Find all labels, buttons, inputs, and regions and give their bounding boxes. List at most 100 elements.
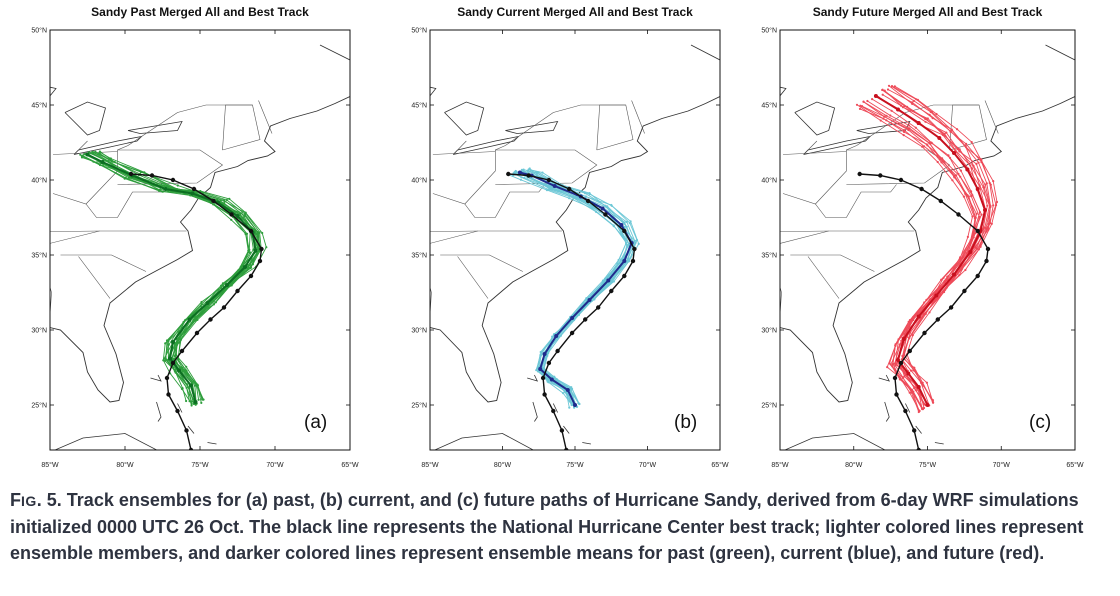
lon-tick-label: 80°W (494, 461, 512, 469)
best-track-point (919, 186, 924, 192)
ensemble-member-point (859, 104, 862, 107)
ensemble-member-point (970, 141, 973, 144)
panel-3: Sandy Future Merged All and Best Track 50… (761, 5, 1084, 469)
state-border (782, 145, 857, 205)
best-track-point (898, 177, 904, 183)
best-track-point (567, 186, 572, 192)
island-outline (878, 374, 890, 382)
lat-tick-label: 45°N (31, 102, 47, 110)
best-track-point (175, 408, 180, 414)
island-outline (905, 403, 911, 413)
ensemble-member-point (222, 199, 226, 202)
ensemble-member-point (201, 397, 204, 400)
ensemble-member-point (903, 130, 906, 134)
ensemble-member-point (929, 110, 932, 114)
ensemble-member-point (175, 342, 178, 345)
ensemble-mean-point (965, 167, 970, 172)
state-border (807, 256, 840, 299)
ensemble-member-point (619, 258, 623, 261)
ensemble-member-point (200, 303, 203, 306)
ensemble-member-point (572, 195, 575, 198)
ensemble-member-point (568, 406, 571, 409)
best-track-point (229, 212, 234, 217)
ensemble-member-track (878, 96, 987, 401)
lat-tick-label: 25°N (31, 402, 47, 410)
ensemble-mean-point (573, 403, 577, 407)
ensemble-mean-point (225, 283, 229, 287)
state-border (807, 140, 818, 151)
lat-tick-label: 25°N (411, 402, 427, 410)
best-track-point (948, 305, 954, 310)
ensemble-member-point (257, 232, 260, 235)
ensemble-member-point (948, 156, 952, 159)
ensemble-member-point (977, 161, 980, 164)
ensemble-member-point (547, 186, 550, 189)
lat-tick-label: 30°N (761, 327, 777, 335)
ensemble-member-point (254, 230, 257, 233)
ensemble-mean-point (925, 403, 930, 407)
island-outline (53, 433, 158, 450)
panel-1: Sandy Past Merged All and Best Track 50°N… (31, 5, 359, 469)
ensemble-member-point (963, 144, 966, 147)
ensemble-member-point (927, 141, 931, 144)
state-border (780, 230, 829, 244)
ensemble-member-point (986, 204, 989, 207)
ensemble-member-point (245, 232, 249, 235)
coastline (430, 44, 720, 403)
ensemble-mean-point (873, 94, 878, 98)
figure-label: FIG. 5. (10, 490, 62, 510)
ensemble-member-point (546, 380, 549, 383)
ensemble-member-point (965, 142, 968, 145)
state-border (782, 151, 847, 155)
ensemble-member-point (610, 204, 613, 207)
ensemble-member-point (914, 389, 918, 392)
ensemble-member-point (628, 222, 631, 225)
ensemble-member-point (917, 409, 921, 412)
best-track-point (935, 317, 940, 322)
ensemble-member-point (577, 313, 581, 316)
best-track-point (211, 198, 216, 204)
ensemble-member-point (265, 246, 268, 249)
lake-outline (780, 86, 787, 97)
best-track-point (546, 360, 552, 366)
ensemble-member-point (568, 197, 571, 200)
ensemble-member-track (80, 154, 249, 405)
ensemble-member-point (982, 186, 985, 189)
ensemble-member-point (80, 156, 84, 159)
ensemble-member-point (230, 218, 233, 221)
best-track-point (975, 228, 980, 234)
lake-outline (430, 86, 437, 97)
ensemble-member-point (238, 212, 241, 216)
best-track-point (170, 177, 176, 183)
island-outline (187, 425, 195, 434)
ensemble-member-point (189, 194, 192, 197)
ensemble-member-point (959, 175, 962, 178)
ensemble-mean-point (187, 317, 192, 322)
best-track-point (128, 171, 134, 177)
ensemble-mean-point (619, 223, 624, 227)
ensemble-member-point (249, 266, 253, 269)
ensemble-member-point (637, 242, 640, 245)
ensemble-member-point (890, 85, 894, 88)
ensemble-member-track (81, 156, 251, 405)
ensemble-member-point (200, 401, 203, 404)
state-border (432, 145, 506, 205)
best-track-point (540, 375, 546, 381)
ensemble-mean-point (587, 298, 592, 302)
ensemble-member-point (212, 300, 215, 303)
ensemble-member-point (160, 190, 163, 193)
ensemble-member-point (939, 293, 943, 296)
ensemble-member-point (928, 113, 931, 116)
best-track-point (962, 288, 967, 294)
state-border (780, 285, 782, 316)
best-track (859, 173, 989, 450)
ensemble-member-point (228, 197, 231, 200)
best-track-point (564, 447, 569, 450)
ensemble-member-point (926, 144, 929, 147)
ensemble-member-point (190, 381, 193, 384)
ensemble-member-point (978, 185, 981, 188)
ensemble-mean-point (901, 337, 906, 341)
state-border (127, 104, 253, 146)
lake-outline (127, 120, 183, 134)
state-border (78, 140, 88, 151)
